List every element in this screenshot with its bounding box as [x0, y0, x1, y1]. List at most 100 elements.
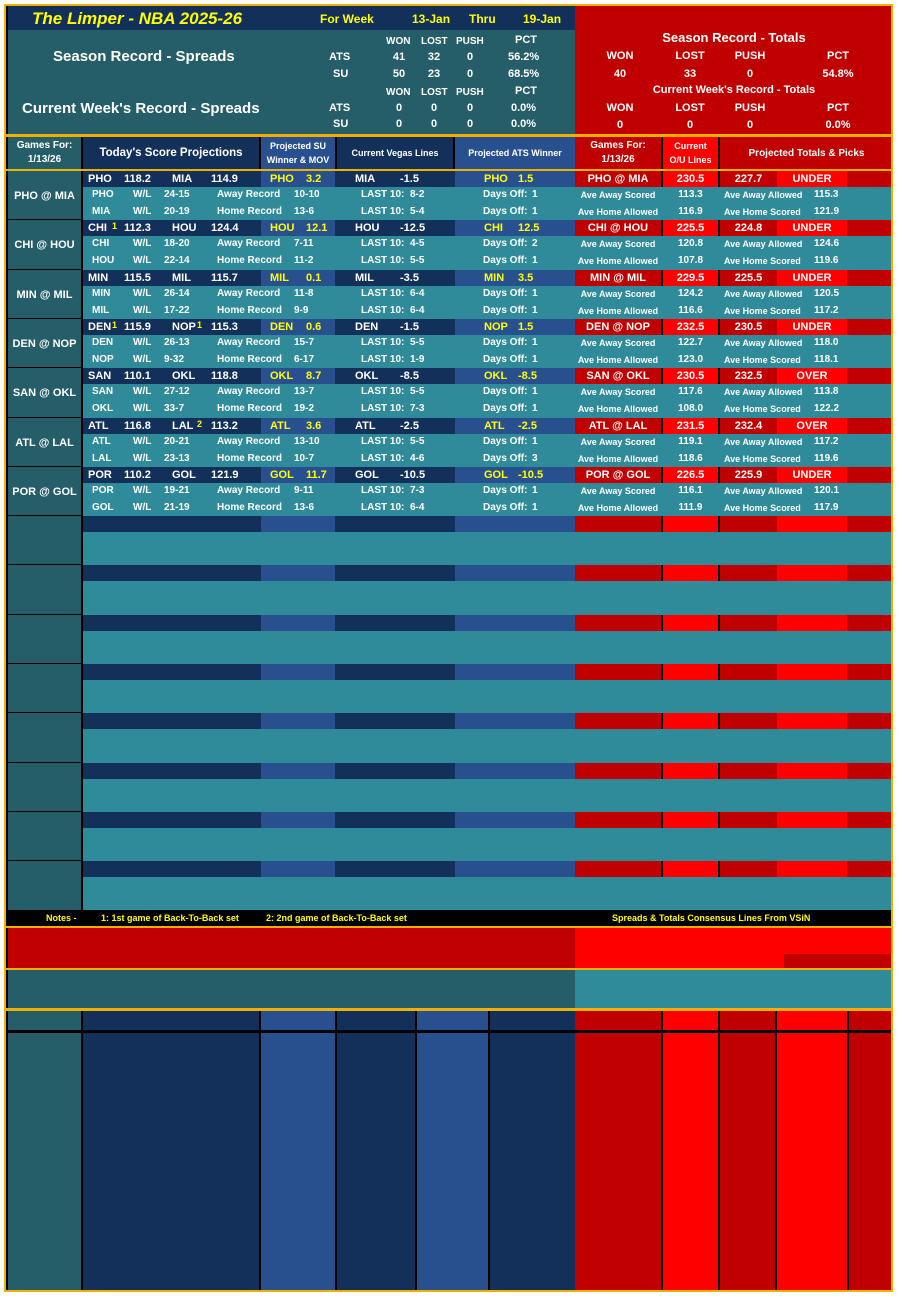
home-team: GOL: [172, 469, 196, 481]
ave2-value: 113.8: [814, 386, 839, 397]
home-b2b-flag: 2: [197, 419, 203, 429]
ave2-label: Ave Away Allowed: [724, 338, 803, 348]
spreads-col-push: PUSH: [456, 36, 484, 47]
ou-line: 226.5: [676, 469, 705, 481]
days-off-value: 1: [532, 436, 538, 447]
detail-rows: [83, 335, 891, 368]
last10-value: 6-4: [410, 501, 425, 513]
ave-value: 123.0: [677, 353, 704, 365]
game-label-cell: [8, 418, 81, 466]
current-ats-push: 0: [466, 102, 474, 114]
ave-value: 122.7: [677, 337, 704, 348]
season-su-won: 50: [392, 68, 406, 80]
game-label-cell: [8, 615, 81, 663]
totals-matchup: PHO @ MIA: [587, 173, 649, 185]
vegas-team: MIA: [355, 173, 376, 185]
su-mov: 8.7: [306, 370, 322, 382]
totals-current-push: 0: [746, 119, 754, 131]
record-value: 11-8: [294, 288, 314, 299]
record-value: 6-17: [294, 353, 315, 365]
home-team: HOU: [172, 222, 197, 234]
detail-rows: [83, 729, 891, 763]
ave-label: Ave Away Scored: [580, 437, 656, 447]
record-value: 13-7: [294, 386, 315, 397]
home-team: MIL: [172, 272, 191, 284]
last10-label: LAST 10:: [361, 304, 405, 316]
days-off-value: 2: [532, 238, 538, 249]
days-off-label: Days Off:: [483, 254, 528, 266]
projected-total: 224.8: [734, 222, 763, 234]
game-label-cell: [8, 713, 81, 762]
matchup-label: CHI @ HOU: [14, 239, 75, 251]
last10-label: LAST 10:: [361, 337, 405, 348]
ats-winner: GOL: [484, 469, 508, 481]
totals-season-lost: 33: [683, 68, 697, 80]
away-team: POR: [88, 469, 112, 481]
detail-rows: [83, 581, 891, 615]
days-off-label: Days Off:: [483, 288, 528, 299]
detail-rows: [83, 828, 891, 861]
days-off-value: 1: [532, 485, 538, 496]
current-su-won: 0: [395, 118, 403, 130]
wl-record: 21-19: [164, 501, 190, 513]
game-label-cell: [8, 220, 81, 269]
totals-matchup: MIN @ MIL: [590, 272, 646, 284]
ave2-value: 120.5: [814, 288, 840, 299]
current-su-lost: 0: [430, 118, 438, 130]
wl-label: W/L: [133, 304, 152, 316]
ave2-value: 115.3: [814, 189, 839, 200]
away-team: CHI: [88, 222, 107, 234]
total-pick: UNDER: [792, 469, 832, 481]
wl-label: W/L: [133, 288, 152, 299]
away-team: ATL: [88, 420, 109, 432]
ave-label: Ave Away Scored: [580, 387, 656, 397]
totals-cur-col-won: WON: [606, 102, 634, 114]
projected-total: 227.7: [734, 173, 763, 185]
ave2-label: Ave Home Scored: [724, 206, 801, 217]
matchup-label: PHO @ MIA: [14, 190, 75, 202]
totals-season-title: Season Record - Totals: [662, 30, 806, 45]
totals-record-panel: [575, 6, 891, 134]
detail-rows: [83, 532, 891, 565]
total-pick: OVER: [796, 420, 828, 432]
ave-value: 119.1: [678, 436, 703, 447]
totals-col-lost: LOST: [675, 50, 705, 62]
ave-value: 118.6: [678, 452, 703, 464]
spreads-current-title: Current Week's Record - Spreads: [22, 100, 260, 117]
total-pick: UNDER: [792, 321, 832, 333]
record-label: Away Record: [217, 288, 281, 299]
season-su-label: SU: [333, 68, 349, 80]
ave-value: 107.8: [677, 254, 704, 266]
spreads-season-title: Season Record - Spreads: [53, 48, 235, 65]
days-off-value: 1: [532, 402, 538, 414]
home-team: OKL: [172, 370, 196, 382]
current-su-pct: 0.0%: [511, 118, 537, 130]
away-b2b-flag: 1: [112, 221, 118, 231]
wl-label: W/L: [133, 353, 152, 365]
detail-team: ATL: [92, 436, 111, 447]
score-proj-label: Today's Score Projections: [99, 147, 243, 159]
games-for-header: [8, 137, 81, 169]
score-proj-header: [83, 137, 259, 169]
ave2-value: 117.9: [814, 501, 839, 513]
su-winner: OKL: [270, 370, 294, 382]
detail-rows: [83, 236, 891, 270]
record-label: Away Record: [217, 337, 281, 348]
vegas-line: -2.5: [400, 420, 419, 432]
away-b2b-flag: 1: [112, 320, 118, 330]
games-grid: PHO @ MIA PHO 118.2 MIA 114.9 PHO 3.2 MIA -1.5 PH…: [6, 171, 891, 911]
days-off-value: 1: [532, 386, 538, 397]
days-off-value: 1: [532, 288, 538, 299]
away-team: DEN: [88, 321, 112, 333]
days-off-label: Days Off:: [483, 501, 528, 513]
totals-matchup: CHI @ HOU: [587, 222, 649, 234]
game-label-cell: [8, 565, 81, 614]
ou-line: 230.5: [676, 173, 705, 185]
wl-label: W/L: [133, 386, 152, 397]
totals-current-lost: 0: [686, 119, 694, 131]
spreads-col-lost: LOST: [421, 36, 448, 47]
last10-label: LAST 10:: [361, 288, 405, 299]
wl-record: 26-14: [164, 288, 190, 299]
ave-value: 116.6: [678, 304, 703, 316]
wl-record: 33-7: [164, 402, 185, 414]
